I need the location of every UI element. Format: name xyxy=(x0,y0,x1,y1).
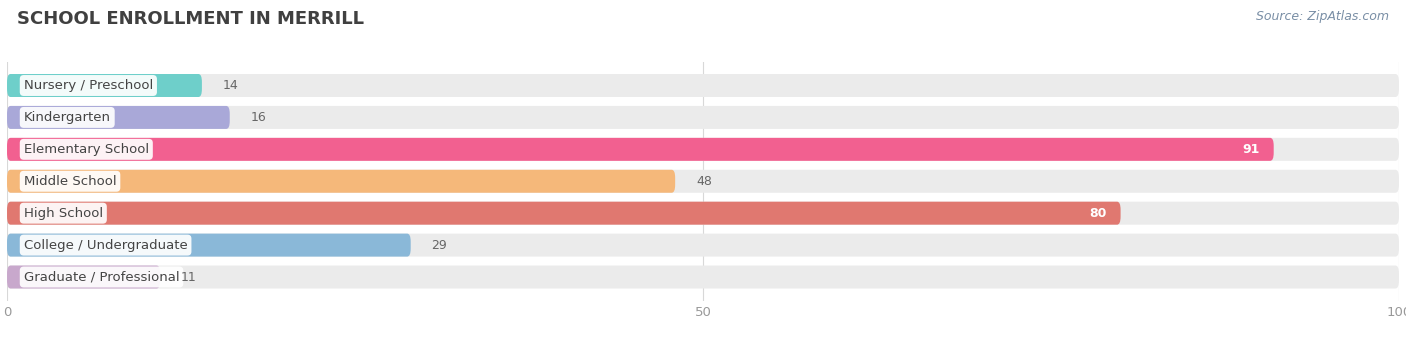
Text: 29: 29 xyxy=(432,239,447,252)
FancyBboxPatch shape xyxy=(7,106,229,129)
Text: Graduate / Professional: Graduate / Professional xyxy=(24,271,180,284)
Text: SCHOOL ENROLLMENT IN MERRILL: SCHOOL ENROLLMENT IN MERRILL xyxy=(17,10,364,28)
Text: College / Undergraduate: College / Undergraduate xyxy=(24,239,187,252)
Text: Middle School: Middle School xyxy=(24,175,117,188)
Text: 14: 14 xyxy=(222,79,239,92)
FancyBboxPatch shape xyxy=(7,234,411,256)
FancyBboxPatch shape xyxy=(7,170,1399,193)
FancyBboxPatch shape xyxy=(7,106,1399,129)
FancyBboxPatch shape xyxy=(7,234,1399,256)
Text: Kindergarten: Kindergarten xyxy=(24,111,111,124)
Text: Nursery / Preschool: Nursery / Preschool xyxy=(24,79,153,92)
Text: High School: High School xyxy=(24,207,103,220)
Text: 80: 80 xyxy=(1090,207,1107,220)
Text: Elementary School: Elementary School xyxy=(24,143,149,156)
Text: 11: 11 xyxy=(181,271,197,284)
FancyBboxPatch shape xyxy=(7,265,160,289)
FancyBboxPatch shape xyxy=(7,138,1274,161)
Text: 91: 91 xyxy=(1243,143,1260,156)
FancyBboxPatch shape xyxy=(7,265,1399,289)
Text: Source: ZipAtlas.com: Source: ZipAtlas.com xyxy=(1256,10,1389,23)
Text: 48: 48 xyxy=(696,175,711,188)
Text: 16: 16 xyxy=(250,111,266,124)
FancyBboxPatch shape xyxy=(7,170,675,193)
FancyBboxPatch shape xyxy=(7,202,1399,225)
FancyBboxPatch shape xyxy=(7,74,202,97)
FancyBboxPatch shape xyxy=(7,138,1399,161)
FancyBboxPatch shape xyxy=(7,202,1121,225)
FancyBboxPatch shape xyxy=(7,74,1399,97)
